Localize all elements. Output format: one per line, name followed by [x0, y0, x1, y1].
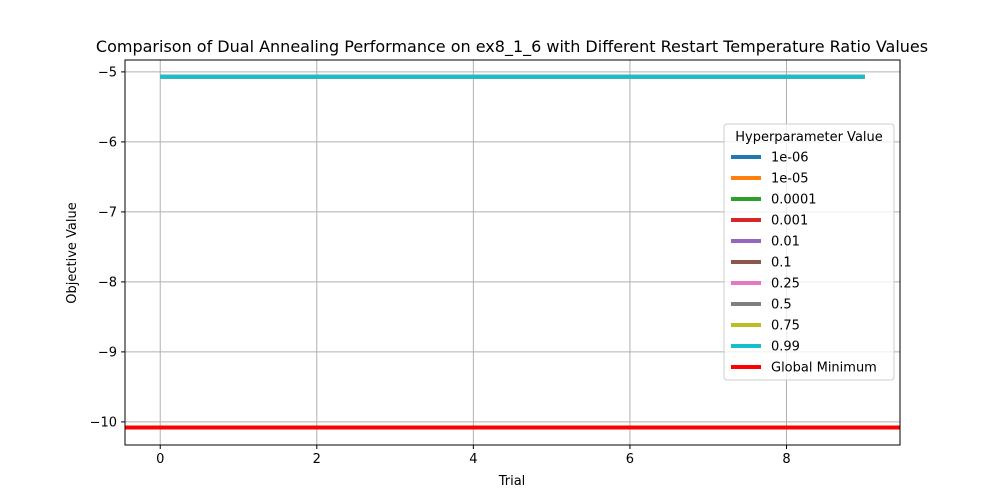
y-tick-label: −5	[98, 65, 117, 80]
legend-label: 0.001	[771, 214, 808, 229]
x-axis-label: Trial	[498, 474, 526, 489]
y-tick-label: −6	[98, 135, 117, 150]
x-tick-label: 8	[782, 452, 790, 467]
legend-title: Hyperparameter Value	[735, 130, 883, 145]
legend-items: 1e-06 1e-05 0.0001 0.001 0.01 0.1 0.25 0.5 0.75 0…	[731, 151, 877, 376]
x-tick-label: 4	[469, 452, 477, 467]
legend-label: 0.01	[771, 235, 800, 250]
y-tick-label: −10	[90, 415, 117, 430]
x-tick-label: 6	[626, 452, 634, 467]
legend-label: 1e-06	[771, 151, 809, 166]
series-lines	[125, 74, 900, 430]
legend-label: 0.1	[771, 256, 792, 271]
plot-frame	[124, 59, 901, 446]
x-tick-label: 0	[156, 452, 164, 467]
y-tick-label: −7	[98, 205, 117, 220]
y-tick-label: −8	[98, 275, 117, 290]
legend-label: 0.0001	[771, 193, 817, 208]
y-axis-label: Objective Value	[65, 202, 80, 303]
legend-box	[723, 123, 895, 381]
chart-title: Comparison of Dual Annealing Performance…	[96, 37, 928, 57]
legend-label: 0.25	[771, 277, 800, 292]
legend-label: 1e-05	[771, 172, 809, 187]
y-tick-label: −9	[98, 345, 117, 360]
axis-ticks: 0 2 4 6 8 −5 −6 −7 −8 −9 −10	[90, 65, 791, 467]
legend-label: 0.75	[771, 319, 800, 334]
legend: Hyperparameter Value 1e-06 1e-05 0.0001 0.0…	[723, 123, 895, 381]
legend-label: Global Minimum	[771, 361, 877, 376]
legend-label: 0.5	[771, 298, 792, 313]
x-tick-label: 2	[313, 452, 321, 467]
legend-label: 0.99	[771, 340, 800, 355]
